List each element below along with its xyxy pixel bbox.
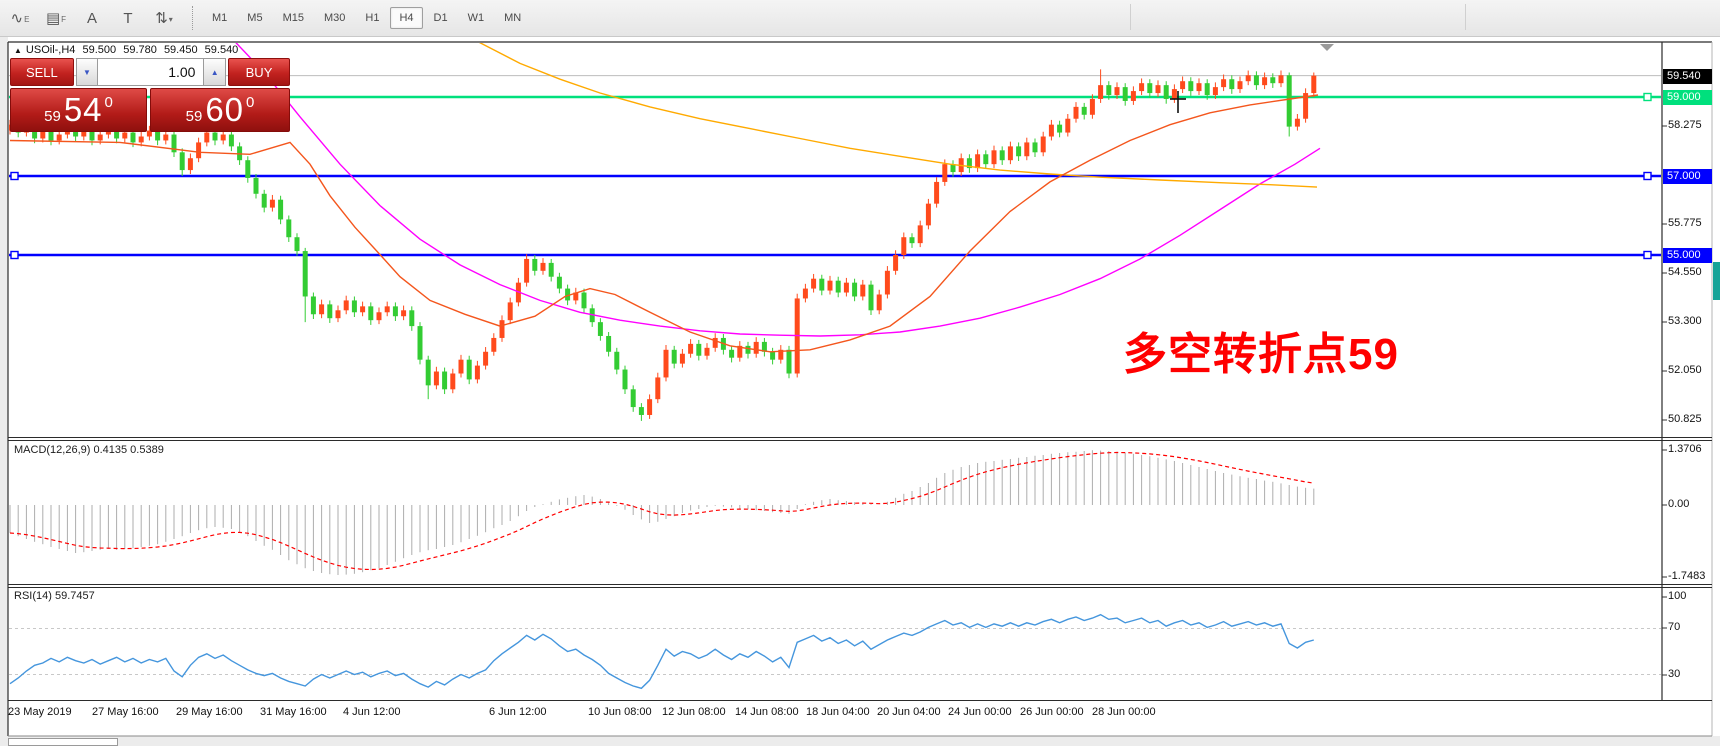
moving-averages-layer (9, 43, 1321, 353)
price-axis-label: 53.300 (1668, 315, 1702, 327)
grid-icon[interactable]: ▤ F (45, 10, 67, 27)
toolbar-dock-mark (1130, 4, 1131, 30)
chart-symbol-header: ▲ USOil-,H4 59.500 59.780 59.450 59.540 (14, 44, 242, 56)
buy-price-handle: 59 (185, 107, 203, 125)
symbol-collapse-icon[interactable]: ▲ (14, 46, 22, 55)
toolbar-tools: ∿ E ▤ F A T ⇅ ▾ (0, 5, 180, 31)
sell-price-display[interactable]: 59 54 0 (10, 88, 148, 132)
price-axis-label: 52.050 (1668, 364, 1702, 376)
chevron-up-icon: ▲ (210, 67, 219, 77)
text-label-icon[interactable]: A (86, 10, 97, 27)
time-axis-label: 29 May 16:00 (176, 706, 243, 718)
cross-marker (1170, 91, 1186, 113)
rsi-axis-label: 30 (1668, 668, 1681, 680)
quick-navigation-box[interactable] (8, 738, 118, 746)
buy-button[interactable]: BUY (228, 58, 291, 86)
rsi-axis-label: 70 (1668, 621, 1681, 633)
toolbar: ∿ E ▤ F A T ⇅ ▾ M1 M5 M15 M30 H1 H4 D1 W1 MN (0, 0, 1720, 37)
timeframe-button-m5[interactable]: M5 (247, 12, 263, 24)
symbol-name: USOil-,H4 (25, 44, 76, 56)
chart-text-annotation[interactable]: 多空转折点59 (1123, 330, 1399, 379)
sell-price-handle: 59 (44, 107, 61, 125)
time-axis-label: 20 Jun 04:00 (877, 706, 941, 718)
buy-price-display[interactable]: 59 60 0 (150, 88, 290, 132)
time-axis-label: 6 Jun 12:00 (489, 706, 547, 718)
time-axis-label: 23 May 2019 (8, 706, 72, 718)
sell-price-pips: 54 (63, 91, 103, 128)
volume-input[interactable]: 1.00 (98, 58, 204, 86)
sell-price-point: 0 (104, 93, 113, 111)
price-axis-label: 54.550 (1668, 266, 1702, 278)
price-axis-label: 55.775 (1668, 217, 1702, 229)
sell-button[interactable]: SELL (10, 58, 74, 86)
timeframe-button-w1[interactable]: W1 (467, 12, 485, 24)
time-axis-label: 28 Jun 00:00 (1092, 706, 1156, 718)
macd-axis-label: 0.00 (1668, 498, 1690, 510)
price-axis-label: 58.275 (1668, 119, 1702, 131)
timeframe-button-h1[interactable]: H1 (365, 12, 380, 24)
timeframe-button-h4[interactable]: H4 (390, 7, 423, 29)
macd-layer (9, 450, 1315, 575)
toolbar-dock-mark (1465, 4, 1466, 30)
rsi-layer (9, 613, 1661, 690)
timeframe-button-d1[interactable]: D1 (433, 12, 448, 24)
buy-price-pips: 60 (205, 91, 245, 128)
volume-increase-button[interactable]: ▲ (203, 58, 227, 86)
timeframe-button-m30[interactable]: M30 (323, 12, 346, 24)
toolbar-separator (192, 6, 194, 30)
scroll-to-end-icon (1320, 44, 1334, 51)
macd-axis-label: -1.7483 (1668, 570, 1706, 582)
price-axis-label: 57.000 (1663, 169, 1712, 184)
time-axis-label: 4 Jun 12:00 (343, 706, 401, 718)
ohlc-high: 59.780 (123, 44, 157, 56)
rsi-axis-label: 100 (1668, 590, 1687, 602)
buy-price-point: 0 (246, 93, 255, 111)
time-axis-label: 12 Jun 08:00 (662, 706, 726, 718)
timeframe-button-m15[interactable]: M15 (282, 12, 304, 24)
ohlc-close: 59.540 (204, 44, 239, 56)
time-axis-label: 26 Jun 00:00 (1020, 706, 1084, 718)
volume-decrease-button[interactable]: ▼ (75, 58, 99, 86)
time-axis-label: 24 Jun 00:00 (948, 706, 1012, 718)
time-axis-label: 27 May 16:00 (92, 706, 159, 718)
timeframe-buttons: M1 M5 M15 M30 H1 H4 D1 W1 MN (202, 7, 531, 29)
ohlc-open: 59.500 (82, 44, 117, 56)
background-window-sliver (1713, 262, 1720, 300)
price-axis-label: 50.825 (1668, 413, 1702, 425)
time-axis-label: 31 May 16:00 (260, 706, 327, 718)
indicators-icon[interactable]: ∿ E (10, 10, 30, 27)
arrow-objects-icon[interactable]: ⇅ ▾ (155, 10, 173, 27)
time-axis-label: 10 Jun 08:00 (588, 706, 652, 718)
macd-axis-label: 1.3706 (1668, 443, 1702, 455)
price-axis-label: 59.540 (1663, 69, 1712, 84)
ohlc-low: 59.450 (163, 44, 198, 56)
macd-label: MACD(12,26,9) 0.4135 0.5389 (14, 444, 164, 456)
rsi-label: RSI(14) 59.7457 (14, 590, 95, 602)
price-axis-label: 59.000 (1663, 90, 1712, 105)
price-axis-label: 55.000 (1663, 248, 1712, 263)
timeframe-button-m1[interactable]: M1 (212, 12, 228, 24)
time-axis-label: 14 Jun 08:00 (735, 706, 799, 718)
timeframe-button-mn[interactable]: MN (504, 12, 522, 24)
time-axis-label: 18 Jun 04:00 (806, 706, 870, 718)
text-box-icon[interactable]: T (123, 10, 133, 27)
one-click-trade-panel: SELL ▼ 1.00 ▲ BUY 59 54 0 59 60 0 (10, 58, 291, 132)
chevron-down-icon: ▼ (83, 67, 91, 77)
window-bottom-strip (0, 737, 1720, 746)
